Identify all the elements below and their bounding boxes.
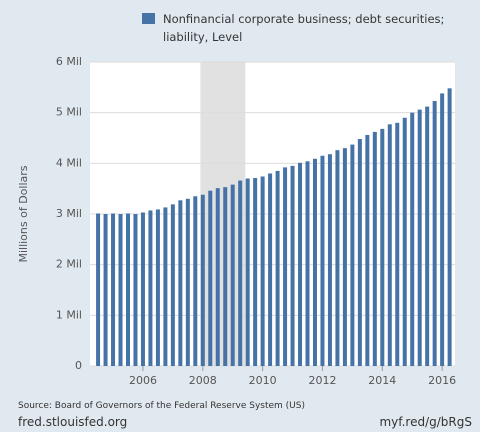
bar (290, 165, 295, 366)
short-link: myf.red/g/bRgS (379, 415, 472, 429)
x-tick-label: 2014 (368, 374, 396, 387)
bar (425, 106, 430, 366)
bar (125, 213, 130, 366)
bar (238, 180, 243, 366)
y-tick-label: 6 Mil (56, 55, 82, 68)
x-tick-label: 2010 (249, 374, 277, 387)
bar (320, 155, 325, 366)
bar (163, 207, 168, 366)
bar (148, 210, 153, 366)
bar (223, 187, 228, 366)
source-note: Source: Board of Governors of the Federa… (18, 401, 305, 411)
y-tick-label: 5 Mil (56, 106, 82, 119)
bar (305, 161, 310, 366)
bar (230, 184, 235, 366)
bar (118, 214, 123, 366)
x-tick-label: 2012 (308, 374, 336, 387)
bar (193, 196, 198, 366)
bar (410, 112, 415, 367)
bar (440, 93, 445, 366)
bar (365, 134, 370, 366)
bar (268, 173, 273, 366)
bar (185, 198, 190, 366)
bar (140, 212, 145, 366)
bar (372, 131, 377, 366)
x-tick-label: 2008 (189, 374, 217, 387)
bar (208, 190, 213, 366)
bar (133, 214, 138, 366)
bar (260, 176, 265, 366)
legend: Nonfinancial corporate business; debt se… (142, 10, 453, 46)
bar (402, 117, 407, 366)
x-tick-label: 2016 (428, 374, 456, 387)
x-tick-label: 2006 (129, 374, 157, 387)
bar (312, 158, 317, 366)
bar (275, 170, 280, 366)
bar (350, 144, 355, 366)
bar (170, 204, 175, 366)
bar (215, 188, 220, 366)
bar (342, 148, 347, 366)
y-axis-label: Millions of Dollars (17, 165, 30, 262)
bar (283, 167, 288, 366)
y-tick-label: 2 Mil (56, 258, 82, 271)
bar (387, 124, 392, 366)
bar (395, 122, 400, 366)
bar (155, 209, 160, 366)
bar (327, 154, 332, 366)
bar (380, 128, 385, 366)
bar (103, 214, 108, 366)
bar (96, 213, 101, 366)
bar (357, 139, 362, 366)
bar (245, 178, 250, 366)
bar (447, 88, 452, 366)
legend-label: Nonfinancial corporate business; debt se… (163, 12, 445, 44)
y-tick-label: 0 (75, 359, 82, 372)
legend-swatch (142, 13, 155, 24)
site-link: fred.stlouisfed.org (18, 415, 128, 429)
bar (200, 194, 205, 366)
bar (417, 109, 422, 367)
y-tick-label: 3 Mil (56, 207, 82, 220)
bar (111, 213, 116, 366)
y-tick-label: 4 Mil (56, 156, 82, 169)
bar (335, 150, 340, 366)
bar (253, 178, 258, 366)
y-tick-label: 1 Mil (56, 308, 82, 321)
bar (298, 162, 303, 366)
bar (178, 200, 183, 366)
bar (432, 101, 437, 366)
